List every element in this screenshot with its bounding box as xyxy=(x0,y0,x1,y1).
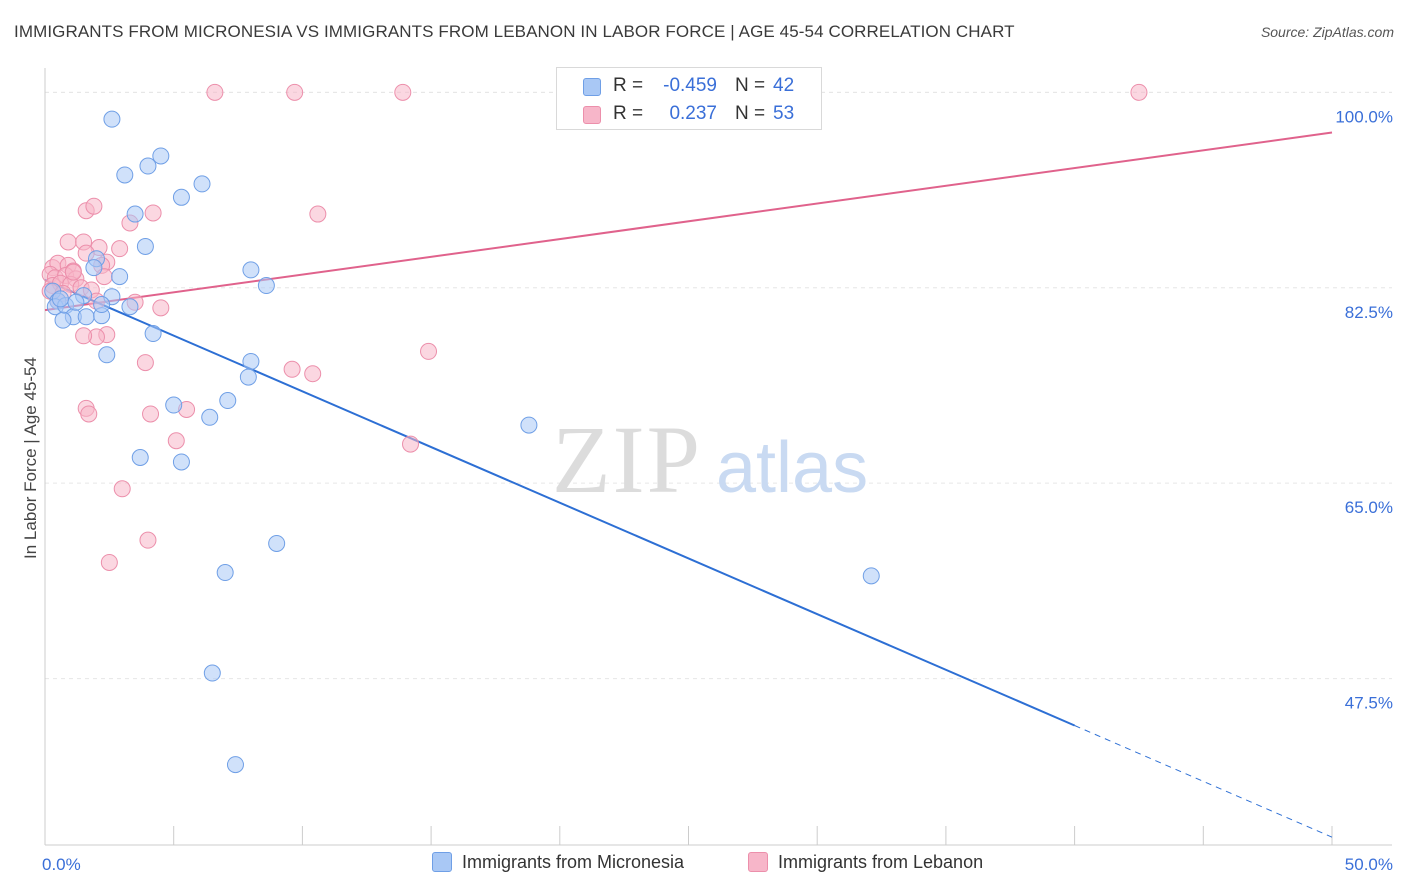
lebanon-point xyxy=(136,354,154,372)
lebanon-point xyxy=(152,299,170,317)
x-tick-labels: 0.0% 50.0% xyxy=(42,855,1393,874)
micronesia-swatch xyxy=(583,78,601,96)
lebanon-point xyxy=(139,531,157,549)
n-value: 42 xyxy=(773,75,795,96)
micronesia-point xyxy=(93,296,111,314)
watermark-zip: ZIP xyxy=(552,406,702,513)
lebanon-point xyxy=(1130,83,1148,101)
micronesia-point xyxy=(219,392,237,410)
y-tick-label: 82.5% xyxy=(1345,303,1393,322)
micronesia-point xyxy=(67,293,85,311)
micronesia-point xyxy=(98,346,116,364)
n-label: N = xyxy=(735,103,766,124)
lebanon-point xyxy=(420,342,438,360)
lebanon-point xyxy=(80,405,98,423)
n-value: 53 xyxy=(773,103,795,124)
micronesia-point xyxy=(139,157,157,175)
axes xyxy=(44,68,1392,846)
micronesia-point xyxy=(216,564,234,582)
micronesia-point xyxy=(165,396,183,414)
chart-title: IMMIGRANTS FROM MICRONESIA VS IMMIGRANTS… xyxy=(14,22,1015,41)
x-tick-label: 0.0% xyxy=(42,855,81,874)
lebanon-point xyxy=(85,197,103,215)
micronesia-point xyxy=(201,408,219,426)
micronesia-point xyxy=(520,416,538,434)
micronesia-point xyxy=(268,534,286,552)
micronesia-point xyxy=(172,188,190,206)
micronesia-point xyxy=(257,277,275,295)
lebanon-point xyxy=(64,263,82,281)
micronesia-point xyxy=(103,110,121,128)
lebanon-point xyxy=(111,240,129,258)
micronesia-point xyxy=(862,567,880,585)
lebanon-point xyxy=(304,365,322,383)
trend-lines xyxy=(44,131,1333,838)
lebanon-point xyxy=(113,480,131,498)
micronesia-point xyxy=(203,664,221,682)
lebanon-point xyxy=(402,435,420,453)
y-tick-label: 47.5% xyxy=(1345,694,1393,713)
r-value: -0.459 xyxy=(663,75,717,96)
micronesia-point xyxy=(85,259,103,277)
micronesia-point xyxy=(193,175,211,193)
lebanon-point xyxy=(286,83,304,101)
micronesia-legend-swatch xyxy=(432,852,452,872)
lebanon-point xyxy=(75,327,93,345)
micronesia-point xyxy=(136,237,154,255)
micronesia-point xyxy=(77,308,95,326)
micronesia-point xyxy=(121,298,139,316)
micronesia-point xyxy=(131,449,149,466)
micronesia-point xyxy=(226,756,244,774)
lebanon-point xyxy=(144,204,162,222)
micronesia-trend-line xyxy=(44,279,1075,727)
lebanon-legend-swatch xyxy=(748,852,768,872)
micronesia-point xyxy=(144,325,162,343)
r-label: R = xyxy=(613,75,644,96)
lebanon-swatch xyxy=(583,106,601,124)
lebanon-point xyxy=(206,83,224,101)
watermark: ZIP atlas xyxy=(552,406,868,513)
micronesia-point xyxy=(54,311,72,329)
micronesia-point xyxy=(152,147,170,165)
micronesia-point xyxy=(239,368,257,386)
lebanon-legend-label: Immigrants from Lebanon xyxy=(778,852,984,872)
micronesia-point xyxy=(51,290,69,308)
y-tick-labels: 47.5% 65.0% 82.5% 100.0% xyxy=(1335,107,1393,712)
lebanon-point xyxy=(309,205,327,223)
micronesia-point xyxy=(242,261,260,279)
micronesia-point xyxy=(172,453,190,471)
lebanon-trend-line xyxy=(44,131,1333,312)
r-label: R = xyxy=(613,103,644,124)
micronesia-point xyxy=(242,352,260,370)
bottom-legend-lebanon: Immigrants from Lebanon xyxy=(748,852,983,873)
lebanon-point xyxy=(283,360,301,378)
y-axis-label: In Labor Force | Age 45-54 xyxy=(21,357,40,559)
micronesia-legend-label: Immigrants from Micronesia xyxy=(462,852,685,872)
r-value: 0.237 xyxy=(669,103,717,124)
lebanon-point xyxy=(167,432,185,450)
source-credit: Source: ZipAtlas.com xyxy=(1260,24,1394,40)
micronesia-point xyxy=(111,268,129,286)
lebanon-point xyxy=(59,233,77,251)
lebanon-point xyxy=(100,553,118,571)
micronesia-point xyxy=(126,205,144,223)
micronesia-trend-extension xyxy=(1074,725,1333,838)
x-tick-label: 50.0% xyxy=(1345,855,1393,874)
bottom-legend-micronesia: Immigrants from Micronesia xyxy=(432,852,684,873)
y-tick-label: 100.0% xyxy=(1335,107,1393,126)
stats-legend: R = -0.459 N = 42 R = 0.237 N = 53 xyxy=(556,67,822,130)
micronesia-point xyxy=(116,166,134,184)
lebanon-point xyxy=(394,83,412,101)
watermark-atlas: atlas xyxy=(716,428,868,508)
lebanon-point xyxy=(142,405,160,423)
n-label: N = xyxy=(735,75,766,96)
y-tick-label: 65.0% xyxy=(1345,498,1393,517)
micronesia-points xyxy=(44,110,880,774)
